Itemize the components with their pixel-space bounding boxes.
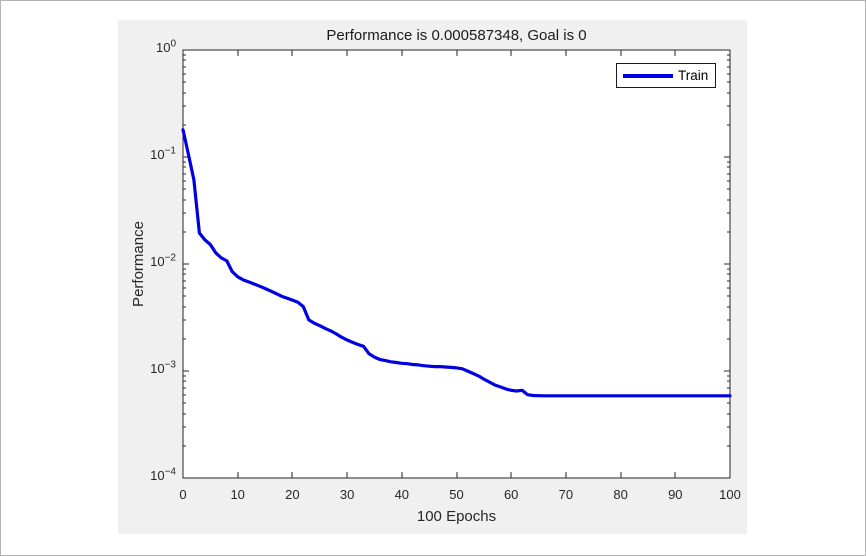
legend-line-sample: [623, 73, 673, 78]
x-axis-label: 100 Epochs: [416, 508, 497, 525]
matlab-figure: Performance is 0.000587348, Goal is 0 Pe…: [118, 20, 747, 534]
plot-area: [182, 49, 731, 479]
legend-entry-label: Train: [678, 68, 709, 83]
legend-box[interactable]: Train: [616, 63, 716, 88]
train-performance-line: [181, 128, 732, 398]
y-axis-label: Performance: [130, 221, 147, 307]
plot-canvas: [181, 49, 732, 479]
chart-title: Performance is 0.000587348, Goal is 0: [326, 27, 587, 44]
